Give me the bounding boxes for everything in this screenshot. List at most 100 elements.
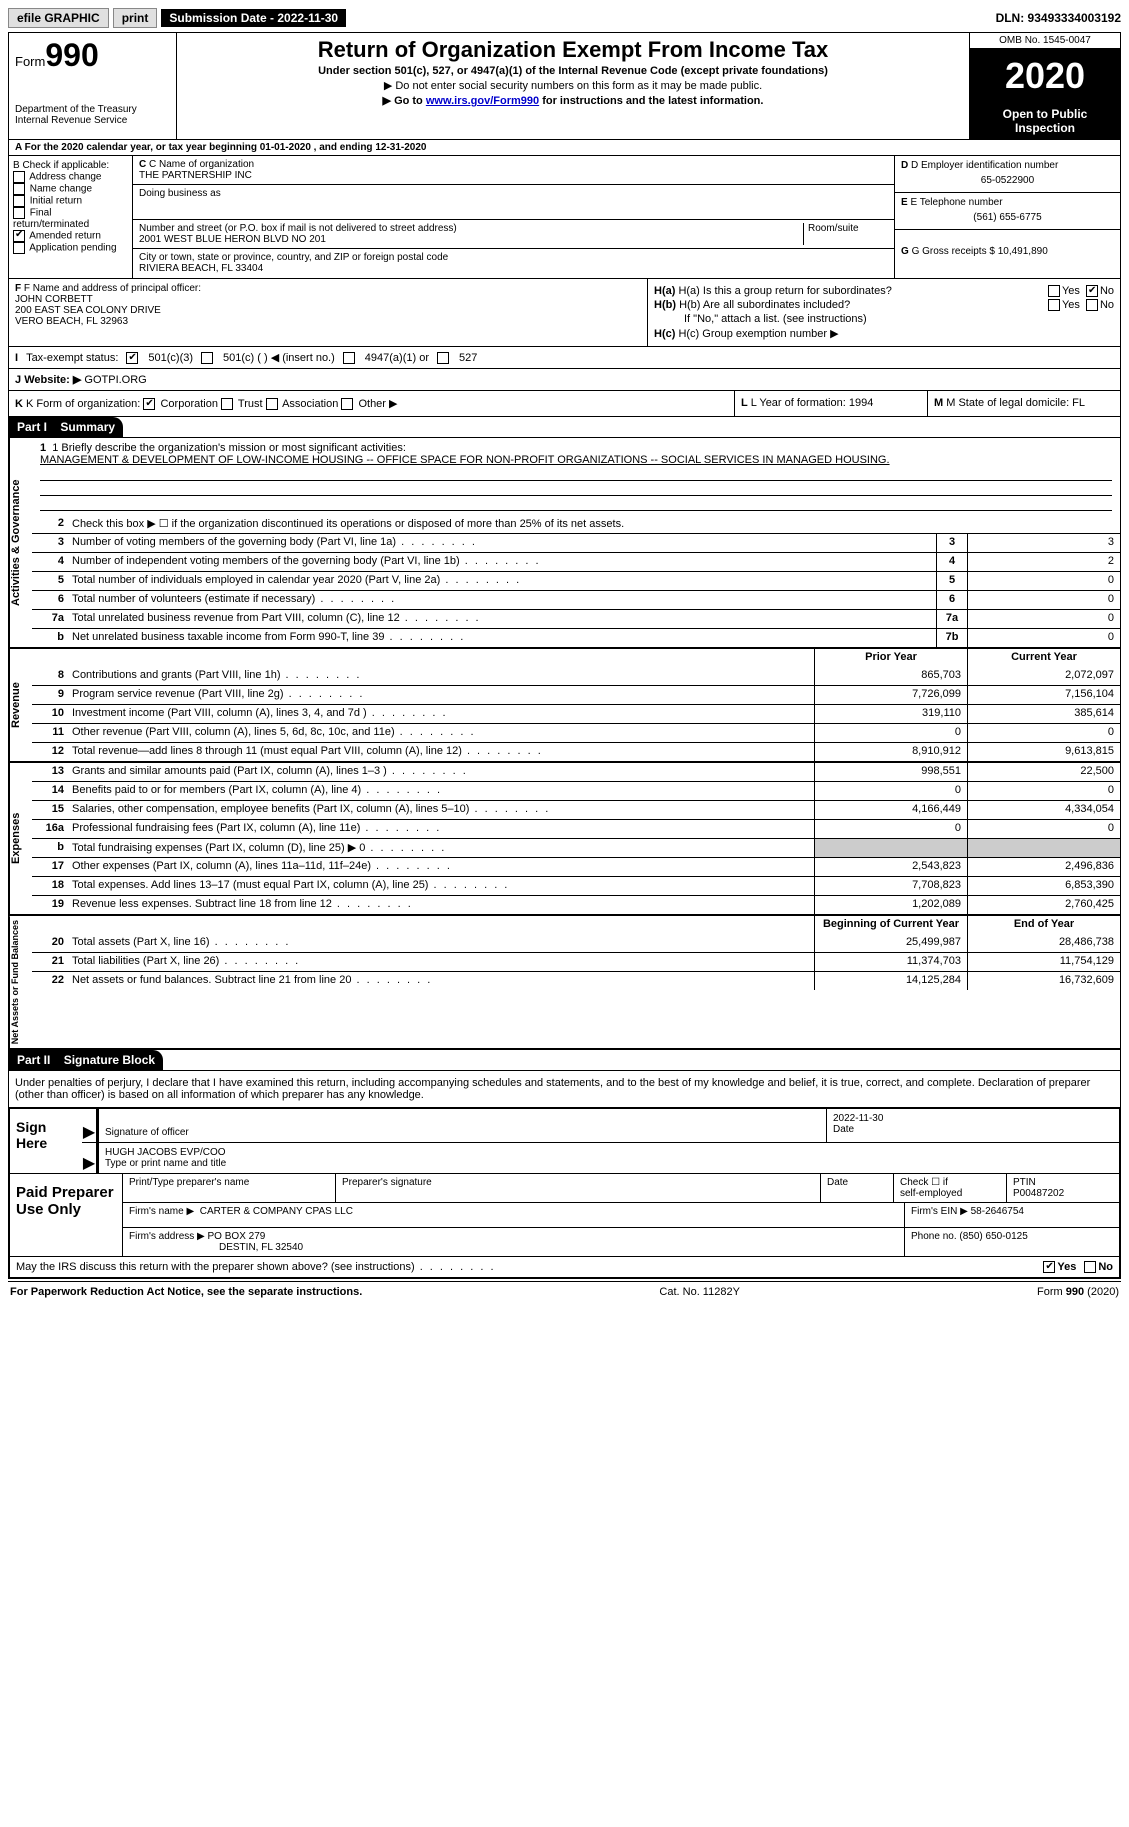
hc-label: H(c) H(c) Group exemption number ▶ xyxy=(654,327,839,340)
summary-line: 17Other expenses (Part IX, column (A), l… xyxy=(32,857,1120,876)
omb-number: OMB No. 1545-0047 xyxy=(970,33,1120,49)
summary-line: 13Grants and similar amounts paid (Part … xyxy=(32,763,1120,781)
sig-date-value: 2022-11-30 xyxy=(833,1113,1113,1124)
officer-label: F F Name and address of principal office… xyxy=(15,283,641,294)
summary-line: 10Investment income (Part VIII, column (… xyxy=(32,704,1120,723)
sig-name-label: Type or print name and title xyxy=(105,1158,1113,1169)
dln-label: DLN: 93493334003192 xyxy=(996,11,1121,25)
dba-label: Doing business as xyxy=(139,188,888,199)
summary-line: 18Total expenses. Add lines 13–17 (must … xyxy=(32,876,1120,895)
4947-checkbox[interactable] xyxy=(343,352,355,364)
summary-line: 12Total revenue—add lines 8 through 11 (… xyxy=(32,742,1120,761)
trust-checkbox[interactable] xyxy=(221,398,233,410)
q1-label: 1 1 Briefly describe the organization's … xyxy=(40,442,1112,454)
527-checkbox[interactable] xyxy=(437,352,449,364)
phone-value: (561) 655-6775 xyxy=(901,212,1114,223)
501c3-checkbox[interactable] xyxy=(126,352,138,364)
form-container: Form990 Department of the Treasury Inter… xyxy=(8,32,1121,1279)
part-ii-header: Part II Signature Block xyxy=(9,1050,1120,1071)
hb-note: If "No," attach a list. (see instruction… xyxy=(654,313,1114,325)
summary-line: 20Total assets (Part X, line 16)25,499,9… xyxy=(32,934,1120,952)
summary-line: 3Number of voting members of the governi… xyxy=(32,533,1120,552)
colb-checkbox-4[interactable] xyxy=(13,230,25,242)
officer-addr1: 200 EAST SEA COLONY DRIVE xyxy=(15,305,641,316)
hb-no-checkbox[interactable] xyxy=(1086,299,1098,311)
sig-declaration: Under penalties of perjury, I declare th… xyxy=(9,1071,1120,1107)
assoc-checkbox[interactable] xyxy=(266,398,278,410)
summary-line: 9Program service revenue (Part VIII, lin… xyxy=(32,685,1120,704)
hb-yes-checkbox[interactable] xyxy=(1048,299,1060,311)
tax-status-label: Tax-exempt status: xyxy=(26,352,118,364)
q1-text: MANAGEMENT & DEVELOPMENT OF LOW-INCOME H… xyxy=(40,454,1112,466)
print-button[interactable]: print xyxy=(113,8,158,28)
firm-addr: Firm's address ▶ PO BOX 279DESTIN, FL 32… xyxy=(122,1228,904,1256)
sig-date-label: Date xyxy=(833,1124,1113,1135)
section-f-h: F F Name and address of principal office… xyxy=(9,279,1120,347)
summary-line: 16aProfessional fundraising fees (Part I… xyxy=(32,819,1120,838)
addr-label: Number and street (or P.O. box if mail i… xyxy=(139,223,799,234)
sign-here-block: Sign Here ▶ Signature of officer 2022-11… xyxy=(9,1107,1120,1174)
ein-label: D D Employer identification number xyxy=(901,160,1114,171)
prep-date-hdr: Date xyxy=(820,1174,893,1202)
summary-line: 11Other revenue (Part VIII, column (A), … xyxy=(32,723,1120,742)
part-i-header: Part I Summary xyxy=(9,417,1120,438)
501c-checkbox[interactable] xyxy=(201,352,213,364)
column-c: C C Name of organization THE PARTNERSHIP… xyxy=(133,156,894,278)
discuss-no-checkbox[interactable] xyxy=(1084,1261,1096,1273)
corp-checkbox[interactable] xyxy=(143,398,155,410)
summary-line: 22Net assets or fund balances. Subtract … xyxy=(32,971,1120,990)
org-name-value: THE PARTNERSHIP INC xyxy=(139,170,888,181)
org-name-label: C C Name of organization xyxy=(139,159,888,170)
prep-name-hdr: Print/Type preparer's name xyxy=(122,1174,335,1202)
colb-checkbox-1[interactable] xyxy=(13,183,25,195)
year-formation: L L Year of formation: 1994 xyxy=(734,391,927,416)
arrow-icon: ▶ xyxy=(82,1109,96,1142)
paid-preparer-block: Paid Preparer Use Only Print/Type prepar… xyxy=(9,1174,1120,1257)
col-b-header: B Check if applicable: xyxy=(13,160,128,171)
colb-checkbox-0[interactable] xyxy=(13,171,25,183)
ha-yes-checkbox[interactable] xyxy=(1048,285,1060,297)
colb-checkbox-2[interactable] xyxy=(13,195,25,207)
irs-label: Internal Revenue Service xyxy=(15,115,170,126)
top-bar: efile GRAPHIC print Submission Date - 20… xyxy=(8,8,1121,28)
efile-button[interactable]: efile GRAPHIC xyxy=(8,8,109,28)
ha-no-checkbox[interactable] xyxy=(1086,285,1098,297)
website-value: GOTPI.ORG xyxy=(84,374,146,386)
summary-line: 14Benefits paid to or for members (Part … xyxy=(32,781,1120,800)
arrow-icon: ▶ xyxy=(82,1143,96,1173)
open-public-badge: Open to Public Inspection xyxy=(970,103,1120,139)
row-j-website: J Website: ▶ GOTPI.ORG xyxy=(9,369,1120,391)
vlabel-governance: Activities & Governance xyxy=(9,438,32,647)
sig-officer-label: Signature of officer xyxy=(105,1127,820,1138)
summary-line: 6Total number of volunteers (estimate if… xyxy=(32,590,1120,609)
colb-checkbox-3[interactable] xyxy=(13,207,25,219)
hb-label: H(b) H(b) Are all subordinates included? xyxy=(654,299,1048,311)
firm-ein: Firm's EIN ▶ 58-2646754 xyxy=(904,1203,1119,1227)
dept-label: Department of the Treasury xyxy=(15,104,170,115)
state-domicile: M M State of legal domicile: FL xyxy=(927,391,1120,416)
may-discuss-row: May the IRS discuss this return with the… xyxy=(9,1257,1120,1278)
form-subtitle: Under section 501(c), 527, or 4947(a)(1)… xyxy=(183,65,963,77)
prior-year-hdr: Prior Year xyxy=(814,649,967,667)
firm-name: Firm's name ▶ CARTER & COMPANY CPAS LLC xyxy=(122,1203,904,1227)
discuss-yes-checkbox[interactable] xyxy=(1043,1261,1055,1273)
room-label: Room/suite xyxy=(804,223,888,245)
section-b-to-g: B Check if applicable: Address change Na… xyxy=(9,156,1120,279)
footer-mid: Cat. No. 11282Y xyxy=(659,1286,740,1298)
phone-label: E E Telephone number xyxy=(901,197,1114,208)
gross-receipts: G G Gross receipts $ 10,491,890 xyxy=(901,246,1114,257)
colb-checkbox-5[interactable] xyxy=(13,242,25,254)
paid-preparer-label: Paid Preparer Use Only xyxy=(10,1174,122,1256)
ein-value: 65-0522900 xyxy=(901,175,1114,186)
form990-link[interactable]: www.irs.gov/Form990 xyxy=(426,95,539,107)
summary-line: 21Total liabilities (Part X, line 26)11,… xyxy=(32,952,1120,971)
officer-addr2: VERO BEACH, FL 32963 xyxy=(15,316,641,327)
sig-name-value: HUGH JACOBS EVP/COO xyxy=(105,1147,1113,1158)
vlabel-revenue: Revenue xyxy=(9,649,32,761)
other-checkbox[interactable] xyxy=(341,398,353,410)
summary-line: 2Check this box ▶ ☐ if the organization … xyxy=(32,515,1120,533)
row-k-l-m: K K Form of organization: Corporation Tr… xyxy=(9,391,1120,417)
vlabel-netassets: Net Assets or Fund Balances xyxy=(9,916,32,1048)
column-b: B Check if applicable: Address change Na… xyxy=(9,156,133,278)
row-i-tax-status: I Tax-exempt status: 501(c)(3) 501(c) ( … xyxy=(9,347,1120,369)
